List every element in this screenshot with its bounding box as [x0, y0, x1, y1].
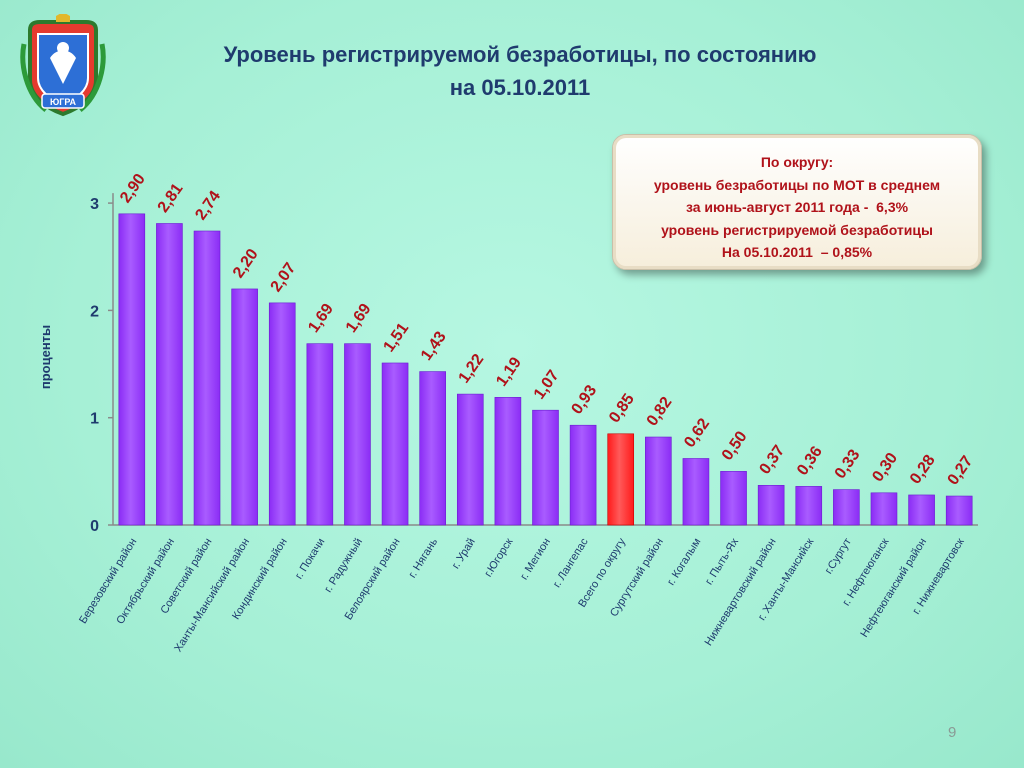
bar-14 [645, 436, 672, 526]
value-label-4: 2,07 [268, 260, 300, 295]
category-label-6: г. Радужный [322, 536, 365, 594]
bar-1 [156, 223, 183, 526]
bar-6 [344, 343, 371, 526]
emblem-text: ЮГРА [50, 97, 77, 107]
bar-2 [193, 230, 221, 526]
bar-16 [720, 471, 747, 526]
y-tick-label-0: 0 [90, 518, 99, 535]
value-label-12: 0,93 [568, 382, 600, 417]
category-label-5: г. Покачи [293, 536, 327, 581]
value-label-16: 0,50 [719, 428, 751, 463]
info-line-4: уровень регистрируемой безработицы [661, 221, 933, 238]
value-label-6: 1,69 [343, 301, 375, 336]
value-label-18: 0,36 [794, 443, 826, 478]
bar-7 [381, 362, 409, 526]
category-label-3: Ханты-Мансийский район [172, 536, 252, 654]
info-line-2: уровень безработицы по МОТ в среднем [653, 176, 941, 193]
y-tick-label-2: 2 [90, 303, 99, 320]
category-label-12: г. Лангепас [551, 536, 591, 590]
page-title: Уровень регистрируемой безработицы, по с… [160, 38, 880, 104]
value-label-11: 1,07 [531, 367, 563, 402]
y-tick-label-1: 1 [90, 411, 99, 428]
category-label-9: г. Урай [450, 536, 478, 571]
bar-19 [833, 489, 860, 526]
value-label-21: 0,28 [907, 452, 939, 487]
value-label-8: 1,43 [418, 329, 450, 364]
value-label-5: 1,69 [305, 301, 337, 336]
bar-18 [795, 486, 823, 526]
page-number: 9 [948, 724, 957, 741]
value-label-2: 2,74 [192, 188, 224, 223]
value-label-14: 0,82 [644, 394, 676, 429]
bar-10 [494, 397, 522, 526]
y-tick-label-3: 3 [90, 196, 99, 213]
value-label-3: 2,20 [230, 246, 262, 281]
bar-13 [607, 433, 635, 526]
category-label-10: г.Югорск [482, 536, 515, 579]
bar-12 [569, 424, 597, 526]
value-label-13: 0,85 [606, 391, 638, 426]
category-label-15: г. Когалым [665, 536, 703, 587]
info-line-3: за июнь-август 2011 года - 6,3% [685, 199, 909, 215]
bar-4 [268, 302, 296, 526]
bar-17 [757, 484, 785, 526]
category-label-21: Нефтеюганский район [858, 536, 929, 639]
value-label-0: 2,90 [117, 171, 149, 206]
bar-15 [682, 458, 710, 526]
category-label-16: г. Пыть-Ях [703, 536, 741, 587]
value-label-17: 0,37 [757, 442, 789, 477]
category-label-17: Нижневартовский район [703, 536, 779, 648]
info-line-1: По округу: [760, 154, 834, 170]
value-label-10: 1,19 [493, 354, 525, 389]
value-label-1: 2,81 [155, 180, 187, 215]
category-label-11: г. Мегион [518, 536, 553, 582]
bar-22 [945, 495, 973, 526]
title-line-1: Уровень регистрируемой безработицы, по с… [223, 42, 817, 67]
emblem-icon: ЮГРА [20, 14, 106, 117]
bar-3 [231, 288, 258, 526]
bar-5 [306, 343, 334, 526]
category-label-8: г. Нягань [407, 536, 441, 580]
info-box: По округу: уровень безработицы по МОТ в … [612, 134, 982, 270]
value-label-9: 1,22 [456, 351, 488, 386]
bar-21 [908, 494, 935, 526]
category-label-19: г.Сургут [823, 536, 854, 576]
bar-20 [870, 492, 898, 526]
bar-9 [456, 393, 484, 526]
value-label-15: 0,62 [681, 415, 713, 450]
bar-8 [419, 371, 446, 526]
value-label-20: 0,30 [869, 450, 901, 485]
bar-11 [532, 409, 559, 526]
bar-0 [118, 213, 146, 526]
value-label-19: 0,33 [832, 447, 864, 482]
y-axis-label: проценты [38, 325, 53, 389]
info-line-5: На 05.10.2011 – 0,85% [721, 244, 873, 260]
value-label-7: 1,51 [380, 320, 412, 355]
title-line-2: на 05.10.2011 [449, 75, 591, 100]
value-label-22: 0,27 [945, 453, 977, 488]
